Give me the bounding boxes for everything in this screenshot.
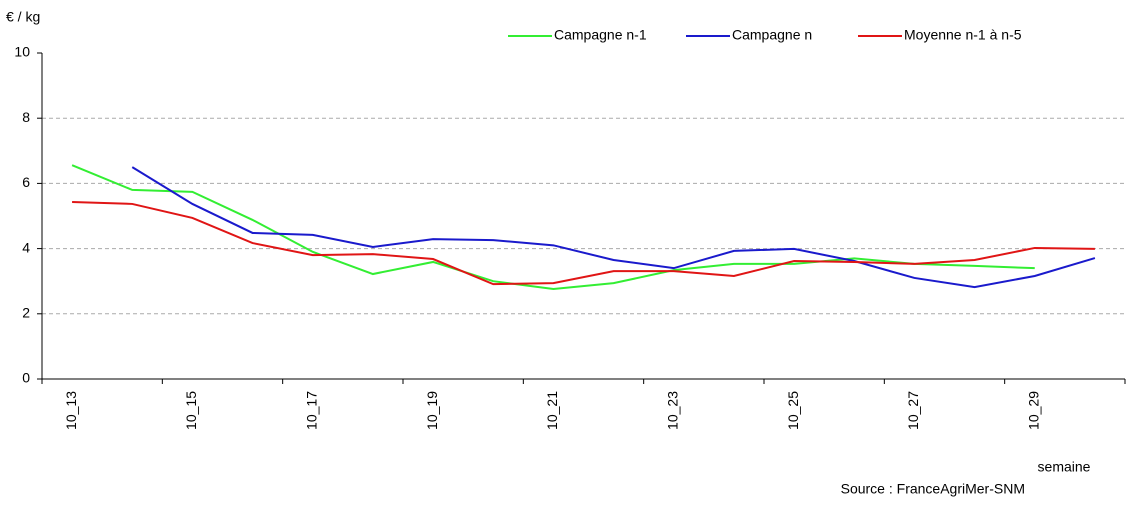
x-tick-label: 10_15	[183, 391, 199, 430]
x-tick-label: 10_23	[664, 391, 680, 430]
y-tick-label: 0	[22, 370, 30, 386]
series-line	[131, 166, 1096, 289]
x-tick-label: 10_13	[63, 391, 79, 430]
x-tick-label: 10_17	[303, 391, 319, 430]
y-tick-label: 2	[22, 305, 30, 321]
y-tick-label: 4	[22, 239, 30, 255]
series-line	[71, 164, 1035, 291]
x-axis-label: semaine	[1038, 459, 1091, 475]
legend-label: Moyenne n-1 à n-5	[904, 27, 1022, 43]
legend-label: Campagne n-1	[554, 27, 647, 43]
y-tick-label: 8	[22, 109, 30, 125]
x-tick-label: 10_25	[785, 391, 801, 430]
legend-label: Campagne n	[732, 27, 812, 43]
x-tick-label: 10_29	[1025, 391, 1041, 430]
source-note: Source : FranceAgriMer-SNM	[841, 481, 1025, 497]
x-tick-label: 10_27	[905, 391, 921, 430]
y-axis-label: € / kg	[6, 9, 40, 25]
y-tick-label: 10	[14, 44, 30, 60]
series-line	[72, 200, 1095, 286]
x-tick-label: 10_21	[544, 391, 560, 430]
y-tick-label: 6	[22, 174, 30, 190]
x-tick-label: 10_19	[424, 391, 440, 430]
